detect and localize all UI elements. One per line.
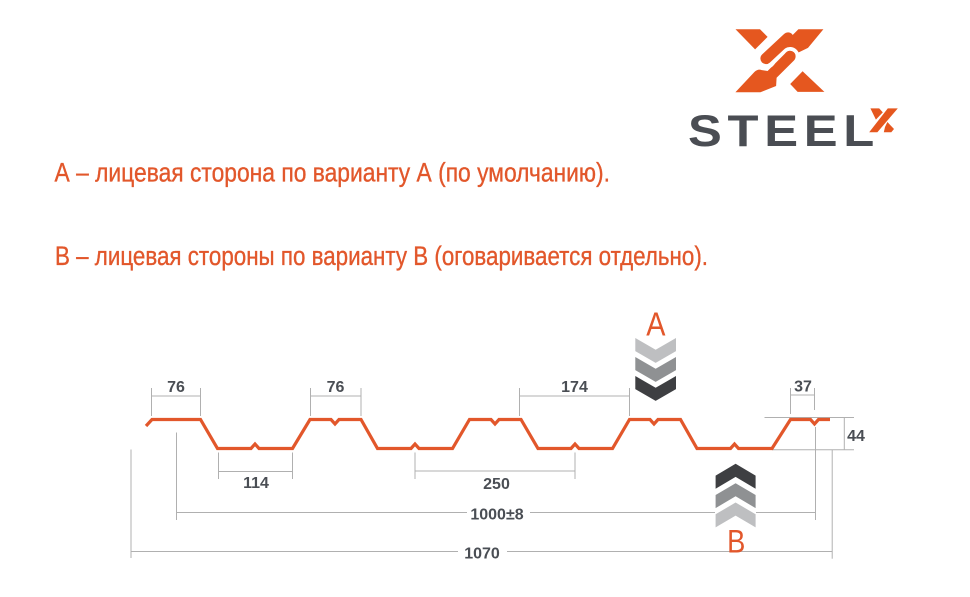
svg-text:В – лицевая стороны по вариант: В – лицевая стороны по варианту В (огова… [55, 241, 708, 271]
svg-text:1000±8: 1000±8 [470, 507, 523, 524]
svg-text:STEEL: STEEL [688, 107, 880, 156]
svg-text:114: 114 [243, 475, 269, 492]
svg-text:А – лицевая сторона по вариант: А – лицевая сторона по варианту А (по ум… [55, 158, 611, 188]
svg-text:44: 44 [847, 428, 865, 445]
svg-text:76: 76 [327, 379, 345, 396]
svg-text:37: 37 [794, 379, 812, 396]
svg-text:76: 76 [167, 379, 185, 396]
svg-text:B: B [727, 524, 745, 560]
svg-text:174: 174 [561, 379, 588, 396]
svg-text:A: A [646, 305, 665, 343]
svg-text:1070: 1070 [464, 546, 500, 563]
svg-text:250: 250 [483, 476, 510, 493]
